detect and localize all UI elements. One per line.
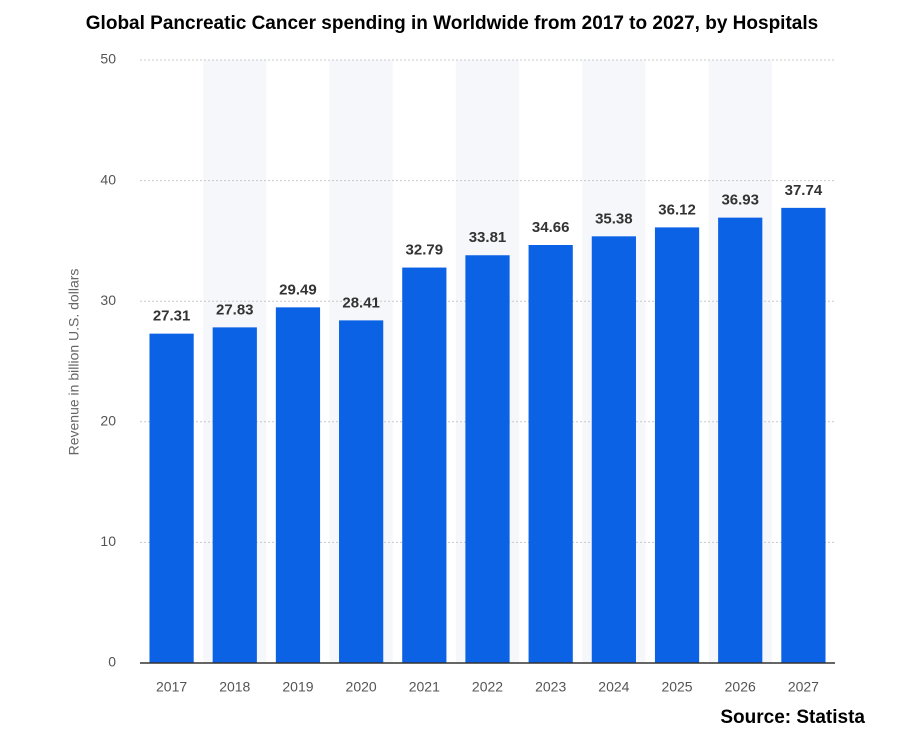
x-tick-label: 2022 <box>472 679 503 695</box>
bar <box>781 207 826 664</box>
x-tick-label: 2017 <box>156 679 187 695</box>
y-tick-label: 10 <box>100 533 116 549</box>
value-label: 28.41 <box>342 294 380 311</box>
x-tick-label: 2018 <box>219 679 250 695</box>
bar <box>149 333 194 663</box>
bar <box>339 320 384 663</box>
value-label: 36.12 <box>658 201 696 218</box>
y-tick-label: 40 <box>100 171 116 187</box>
x-tick-label: 2024 <box>598 679 629 695</box>
y-tick-label: 30 <box>100 292 116 308</box>
bar <box>528 245 573 663</box>
value-label: 35.38 <box>595 210 633 227</box>
y-tick-label: 50 <box>100 51 116 67</box>
value-label: 27.31 <box>153 308 191 325</box>
bar <box>402 267 447 663</box>
x-tick-label: 2019 <box>282 679 313 695</box>
source: Source: Statista <box>720 707 865 728</box>
bar <box>591 236 636 663</box>
x-tick-label: 2025 <box>661 679 692 695</box>
y-tick-label: 0 <box>108 654 116 670</box>
value-label: 27.83 <box>216 301 254 318</box>
x-tick-label: 2020 <box>346 679 377 695</box>
value-label: 37.74 <box>785 182 823 199</box>
value-label: 32.79 <box>406 242 444 259</box>
value-label: 34.66 <box>532 219 570 236</box>
bar <box>654 227 700 663</box>
y-tick-label: 20 <box>100 413 116 429</box>
bar <box>465 255 510 663</box>
x-tick-label: 2021 <box>409 679 440 695</box>
bar <box>275 307 321 663</box>
chart-title: Global Pancreatic Cancer spending in Wor… <box>86 13 818 34</box>
bar <box>718 217 763 663</box>
x-tick-label: 2027 <box>788 679 819 695</box>
x-tick-label: 2026 <box>725 679 756 695</box>
x-tick-label: 2023 <box>535 679 566 695</box>
value-label: 36.93 <box>721 192 759 209</box>
value-label: 29.49 <box>279 281 317 298</box>
value-label: 33.81 <box>469 229 507 246</box>
y-axis-label: Revenue in billion U.S. dollars <box>66 269 82 456</box>
bar <box>212 327 257 663</box>
